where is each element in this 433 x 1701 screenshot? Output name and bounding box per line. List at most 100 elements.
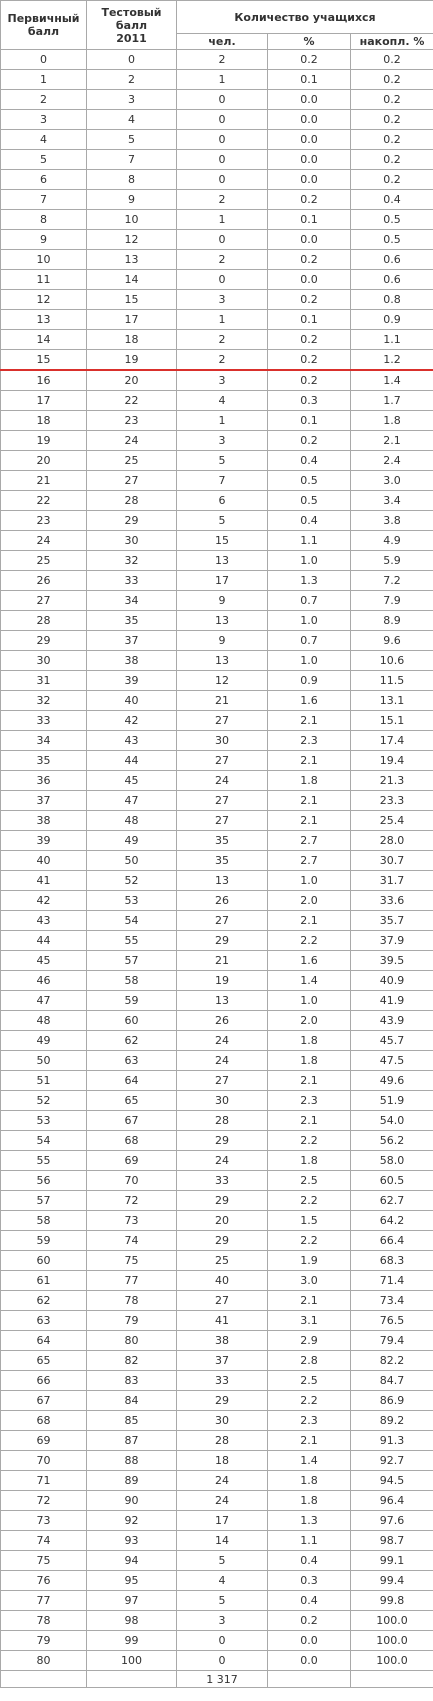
cell-primary-score: 30 (0, 650, 87, 671)
cell-percent: 0.3 (267, 1570, 351, 1591)
table-row: 25 32 13 1.0 5.9 (0, 550, 433, 571)
cell-primary-score: 38 (0, 810, 87, 831)
cell-primary-score: 63 (0, 1310, 87, 1331)
cell-primary-score: 51 (0, 1070, 87, 1091)
table-row: 19 24 3 0.2 2.1 (0, 430, 433, 451)
table-row: 30 38 13 1.0 10.6 (0, 650, 433, 671)
table-row: 52 65 30 2.3 51.9 (0, 1090, 433, 1111)
cell-test-score: 19 (86, 349, 177, 371)
table-row: 35 44 27 2.1 19.4 (0, 750, 433, 771)
table-row: 29 37 9 0.7 9.6 (0, 630, 433, 651)
cell-primary-score: 74 (0, 1530, 87, 1551)
cell-percent: 2.2 (267, 930, 351, 951)
cell-count: 24 (176, 1490, 268, 1511)
cell-test-score: 62 (86, 1030, 177, 1051)
cell-percent: 0.2 (267, 189, 351, 210)
cell-test-score: 18 (86, 329, 177, 350)
cell-cumulative: 0.2 (350, 109, 433, 130)
cell-percent: 0.2 (267, 329, 351, 350)
cell-percent: 1.6 (267, 690, 351, 711)
cell-percent: 0.1 (267, 69, 351, 90)
cell-percent: 0.2 (267, 430, 351, 451)
cell-test-score: 79 (86, 1310, 177, 1331)
cell-test-score: 7 (86, 149, 177, 170)
cell-test-score: 55 (86, 930, 177, 951)
cell-test-score: 47 (86, 790, 177, 811)
cell-primary-score: 49 (0, 1030, 87, 1051)
cell-primary-score: 62 (0, 1290, 87, 1311)
cell-cumulative: 99.8 (350, 1590, 433, 1611)
cell-cumulative: 58.0 (350, 1150, 433, 1171)
header-primary-line2: балл (27, 25, 60, 38)
cell-test-score: 74 (86, 1230, 177, 1251)
cell-percent: 2.3 (267, 1410, 351, 1431)
table-row: 69 87 28 2.1 91.3 (0, 1430, 433, 1451)
cell-percent: 1.6 (267, 950, 351, 971)
cell-count: 13 (176, 990, 268, 1011)
cell-percent: 1.4 (267, 1450, 351, 1471)
cell-percent: 1.8 (267, 1030, 351, 1051)
cell-percent: 0.3 (267, 390, 351, 411)
cell-cumulative: 15.1 (350, 710, 433, 731)
cell-cumulative: 84.7 (350, 1370, 433, 1391)
cell-test-score: 82 (86, 1350, 177, 1371)
table-row: 54 68 29 2.2 56.2 (0, 1130, 433, 1151)
cell-cumulative: 0.2 (350, 169, 433, 190)
total-row: 1 317 (0, 1670, 433, 1688)
cell-count: 29 (176, 1130, 268, 1151)
cell-count: 5 (176, 1550, 268, 1571)
cell-primary-score: 56 (0, 1170, 87, 1191)
cell-primary-score: 45 (0, 950, 87, 971)
cell-percent: 1.8 (267, 1490, 351, 1511)
cell-primary-score: 28 (0, 610, 87, 631)
cell-test-score: 34 (86, 590, 177, 611)
cell-test-score: 90 (86, 1490, 177, 1511)
table-row: 11 14 0 0.0 0.6 (0, 269, 433, 290)
table-row: 34 43 30 2.3 17.4 (0, 730, 433, 751)
cell-count: 29 (176, 1230, 268, 1251)
table-row: 18 23 1 0.1 1.8 (0, 410, 433, 431)
total-empty-cell (0, 1670, 87, 1688)
table-row: 20 25 5 0.4 2.4 (0, 450, 433, 471)
table-row: 71 89 24 1.8 94.5 (0, 1470, 433, 1491)
table-row: 45 57 21 1.6 39.5 (0, 950, 433, 971)
cell-count: 27 (176, 710, 268, 731)
cell-cumulative: 3.8 (350, 510, 433, 531)
cell-count: 0 (176, 169, 268, 190)
cell-count: 14 (176, 1530, 268, 1551)
cell-count: 1 (176, 410, 268, 431)
cell-cumulative: 2.4 (350, 450, 433, 471)
cell-test-score: 28 (86, 490, 177, 511)
cell-count: 13 (176, 610, 268, 631)
cell-percent: 0.5 (267, 470, 351, 491)
cell-count: 17 (176, 1510, 268, 1531)
cell-percent: 2.9 (267, 1330, 351, 1351)
table-row: 63 79 41 3.1 76.5 (0, 1310, 433, 1331)
cell-count: 2 (176, 249, 268, 270)
cell-cumulative: 40.9 (350, 970, 433, 991)
cell-percent: 0.2 (267, 1610, 351, 1631)
cell-primary-score: 65 (0, 1350, 87, 1371)
cell-test-score: 85 (86, 1410, 177, 1431)
cell-percent: 0.0 (267, 89, 351, 110)
table-row: 38 48 27 2.1 25.4 (0, 810, 433, 831)
cell-cumulative: 0.2 (350, 69, 433, 90)
table-row: 5 7 0 0.0 0.2 (0, 149, 433, 170)
cell-test-score: 70 (86, 1170, 177, 1191)
cell-primary-score: 80 (0, 1650, 87, 1671)
cell-primary-score: 27 (0, 590, 87, 611)
header-count: чел. (176, 33, 268, 50)
cell-test-score: 87 (86, 1430, 177, 1451)
cell-test-score: 73 (86, 1210, 177, 1231)
cell-count: 4 (176, 390, 268, 411)
cell-primary-score: 22 (0, 490, 87, 511)
cell-percent: 1.8 (267, 1150, 351, 1171)
cell-count: 6 (176, 490, 268, 511)
cell-cumulative: 96.4 (350, 1490, 433, 1511)
cell-cumulative: 0.2 (350, 149, 433, 170)
cell-cumulative: 54.0 (350, 1110, 433, 1131)
cell-test-score: 84 (86, 1390, 177, 1411)
table-row: 47 59 13 1.0 41.9 (0, 990, 433, 1011)
cell-count: 24 (176, 1050, 268, 1071)
table-row: 79 99 0 0.0 100.0 (0, 1630, 433, 1651)
